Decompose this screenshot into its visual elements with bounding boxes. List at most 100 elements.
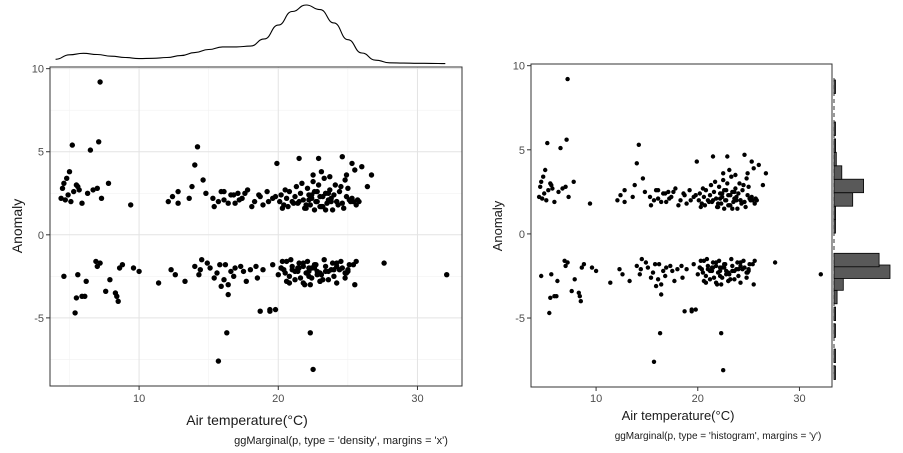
scatter-point (576, 290, 581, 295)
scatter-point (684, 201, 689, 206)
scatter-point (321, 257, 327, 263)
scatter-point (735, 206, 740, 211)
scatter-point (253, 263, 259, 270)
scatter-point (608, 280, 613, 285)
scatter-point (541, 174, 546, 179)
scatter-point (726, 278, 731, 284)
scatter-point (587, 201, 593, 206)
scatter-point (555, 278, 560, 284)
right-x-axis-title: Air temperature(°C) (622, 408, 735, 423)
scatter-point (299, 180, 305, 186)
scatter-point (260, 267, 266, 273)
y-tick-label: 10 (513, 61, 525, 73)
scatter-point (622, 188, 627, 193)
scatter-point (267, 308, 273, 314)
scatter-point (192, 263, 198, 270)
right-axis-ticks: 10 20 30 -5 0 5 10 (513, 61, 806, 405)
scatter-point (243, 278, 249, 284)
scatter-point (675, 267, 680, 272)
scatter-point (656, 262, 662, 267)
scatter-point (566, 194, 571, 200)
scatter-point (694, 159, 699, 164)
scatter-point (539, 273, 544, 279)
histogram-bar (833, 151, 837, 167)
scatter-point (710, 260, 716, 265)
scatter-point (715, 204, 721, 210)
scatter-point (197, 267, 203, 273)
scatter-point (738, 263, 743, 269)
scatter-point (232, 200, 238, 206)
scatter-point (733, 186, 738, 191)
x-tick-label: 30 (793, 393, 805, 405)
scatter-point (622, 199, 627, 205)
histogram-scatter-chart: 10 20 30 -5 0 5 10 Air temperature(°C) Anomaly… (490, 61, 891, 442)
histogram-bar (833, 165, 843, 180)
scatter-point (688, 198, 693, 203)
scatter-point (571, 179, 576, 184)
scatter-point (236, 197, 242, 203)
scatter-point (313, 198, 319, 205)
scatter-point (673, 186, 678, 191)
scatter-point (727, 167, 732, 173)
scatter-point (578, 299, 583, 304)
scatter-point (307, 202, 313, 208)
scatter-point (175, 200, 181, 206)
scatter-point (565, 76, 570, 82)
scatter-point (697, 191, 702, 196)
scatter-point (725, 154, 730, 159)
histogram-bar (833, 365, 836, 380)
scatter-point (68, 198, 74, 205)
scatter-point (200, 177, 206, 183)
scatter-point (745, 270, 750, 275)
scatter-point (186, 195, 192, 201)
scatter-point (569, 288, 574, 294)
scatter-point (257, 308, 263, 314)
scatter-point (270, 262, 276, 268)
histogram-bar (833, 192, 854, 207)
scatter-point (698, 258, 703, 263)
scatter-point (306, 273, 312, 279)
scatter-point (636, 142, 641, 147)
scatter-point (342, 275, 348, 281)
scatter-point (97, 79, 103, 85)
scatter-point (734, 198, 739, 203)
scatter-point (549, 272, 554, 277)
scatter-point (334, 198, 340, 205)
scatter-point (84, 190, 91, 196)
scatter-point (272, 306, 279, 313)
x-tick-label: 10 (133, 393, 145, 405)
scatter-point (293, 183, 300, 190)
scatter-point (663, 273, 668, 279)
right-panel-border (530, 63, 833, 388)
scatter-point (720, 191, 725, 196)
scatter-point (318, 272, 325, 278)
scatter-point (292, 277, 298, 283)
scatter-point (317, 203, 323, 210)
scatter-point (736, 267, 741, 272)
scatter-point (563, 263, 568, 269)
scatter-point (736, 273, 741, 279)
scatter-point (65, 192, 71, 198)
scatter-point (182, 278, 188, 284)
scatter-point (543, 167, 548, 173)
scatter-point (329, 207, 336, 213)
scatter-point (818, 272, 823, 277)
scatter-point (199, 257, 205, 263)
scatter-point (307, 330, 313, 336)
scatter-point (331, 192, 337, 198)
scatter-point (302, 282, 308, 288)
scatter-point (704, 256, 710, 262)
scatter-point (617, 267, 622, 272)
y-tick-label: 0 (38, 230, 44, 242)
scatter-point (589, 265, 595, 270)
scatter-point (279, 205, 286, 211)
scatter-point (618, 193, 623, 198)
scatter-point (715, 201, 721, 206)
scatter-point (247, 267, 254, 273)
scatter-point (558, 145, 563, 151)
histogram-bar (833, 138, 837, 153)
scatter-point (679, 263, 684, 269)
scatter-point (655, 188, 661, 193)
scatter-point (730, 268, 735, 274)
